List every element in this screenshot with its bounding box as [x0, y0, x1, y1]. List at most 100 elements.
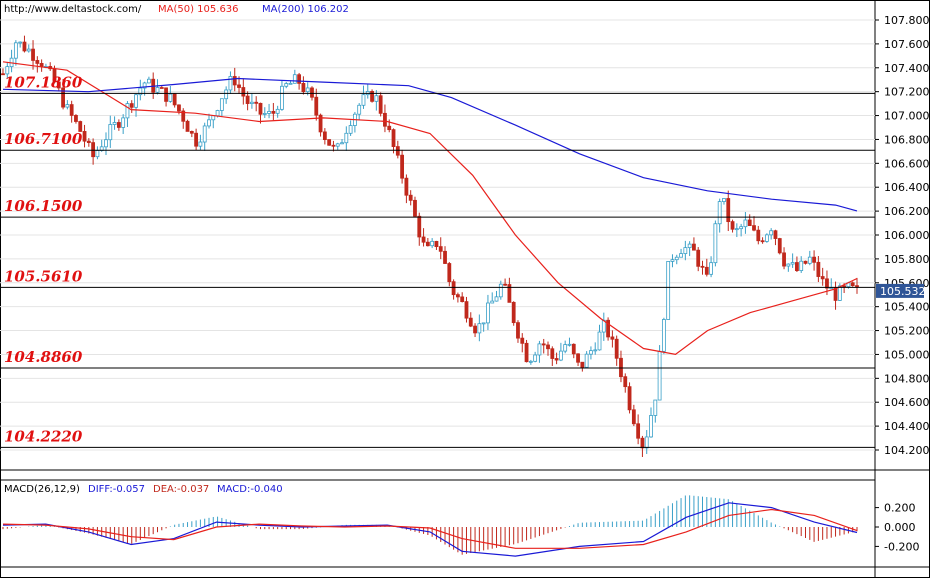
price-tick-label: 106.400 [884, 181, 930, 194]
candle-bear [571, 343, 576, 355]
candle-bull [215, 110, 220, 117]
candle-bear [464, 301, 469, 319]
price-tick-label: 107.000 [884, 110, 930, 123]
price-tick-label: 105.000 [884, 348, 930, 361]
macd-dea: DEA:-0.037 [153, 484, 209, 495]
candle-bull [138, 87, 143, 96]
candle-bear [726, 198, 731, 223]
candle-bull [108, 124, 113, 141]
candle-bear [86, 140, 91, 143]
price-tick-label: 104.600 [884, 396, 930, 409]
candle-bear [434, 240, 439, 248]
candle-bull [228, 76, 233, 91]
candle-bear [850, 282, 855, 287]
candle-bull [267, 111, 271, 114]
macd-value: MACD:-0.040 [217, 484, 283, 495]
candle-bear [232, 76, 237, 86]
candle-bear [520, 337, 525, 344]
candle-bull [477, 323, 482, 334]
candle-bear [322, 131, 327, 140]
candle-bull [207, 119, 211, 127]
candle-bull [112, 122, 117, 125]
candle-bear [855, 285, 859, 288]
candle-bear [636, 423, 641, 439]
candle-bull [537, 343, 542, 356]
candle-bull [284, 83, 289, 87]
candle-bear [61, 87, 65, 108]
candle-bull [65, 104, 70, 108]
candle-bull [202, 125, 207, 143]
candle-bear [301, 82, 306, 93]
candle-bull [95, 150, 100, 158]
candle-bull [722, 198, 726, 202]
candle-bear [816, 261, 821, 277]
candle-bear [803, 260, 808, 264]
candle-bull [653, 399, 658, 416]
ma200-label: MA(200) 106.202 [262, 4, 349, 15]
candle-bull [340, 142, 344, 145]
candle-bear [331, 144, 336, 147]
candle-bull [481, 322, 486, 325]
candle-bull [769, 230, 774, 236]
candle-bull [155, 87, 160, 93]
candle-bear [503, 283, 508, 286]
candle-bear [378, 95, 383, 114]
candle-bull [361, 94, 366, 106]
price-tick-label: 106.200 [884, 205, 930, 218]
candle-bear [438, 246, 443, 252]
candle-bear [455, 294, 460, 298]
candle-bull [683, 247, 688, 255]
candle-bull [533, 354, 538, 362]
candle-bull [790, 262, 795, 265]
candle-bull [593, 349, 598, 352]
candle-bear [610, 336, 615, 340]
candle-bull [597, 331, 602, 351]
candle-bear [400, 154, 405, 179]
candle-bear [614, 338, 619, 359]
candle-bear [408, 194, 413, 201]
candle-bull [498, 283, 503, 298]
candle-bear [177, 104, 181, 112]
candle-bull [567, 343, 572, 346]
candle-bear [258, 102, 263, 115]
candles [1, 35, 859, 457]
candle-bear [696, 249, 701, 267]
candle-bull [357, 104, 362, 115]
candle-bear [271, 111, 276, 114]
candle-bull [709, 262, 713, 275]
candle-bear [297, 74, 302, 84]
candle-bull [224, 89, 229, 100]
candle-bull [657, 350, 662, 401]
candle-bear [576, 353, 580, 363]
candle-bull [121, 117, 126, 128]
price-tick-label: 104.400 [884, 420, 930, 433]
candle-bull [807, 256, 812, 264]
candle-bull [563, 344, 568, 352]
source-url: http://www.deltastock.com/ [4, 4, 142, 15]
price-tick-label: 105.400 [884, 301, 930, 314]
level-label: 106.7100 [4, 130, 83, 148]
candle-bull [687, 243, 692, 249]
candle-bull [348, 125, 353, 134]
candle-bear [447, 263, 452, 283]
candle-bear [692, 243, 696, 251]
candle-bear [773, 230, 778, 239]
candle-bull [211, 115, 216, 121]
candle-bull [5, 66, 10, 75]
candle-bear [417, 215, 422, 238]
candle-bull [713, 223, 718, 264]
candle-bear [413, 199, 417, 217]
macd-tick-label: 0.000 [884, 521, 916, 534]
candle-bear [254, 101, 259, 104]
candle-bear [631, 409, 636, 425]
candle-bear [546, 344, 550, 350]
candle-bull [13, 42, 18, 59]
candle-bull [528, 360, 533, 363]
candle-bull [490, 300, 495, 304]
candle-bull [670, 259, 675, 262]
level-label: 104.2220 [4, 427, 83, 445]
candle-bull [335, 143, 340, 147]
candle-bull [430, 240, 435, 247]
candle-bull [717, 201, 722, 225]
